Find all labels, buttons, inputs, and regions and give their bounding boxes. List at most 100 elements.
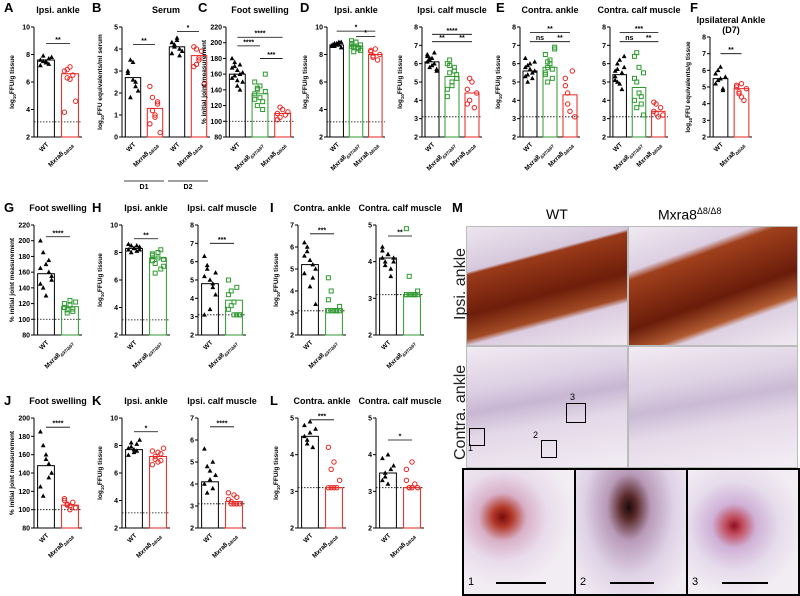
data-point-mxra8 bbox=[409, 459, 415, 465]
y-tick-label: 2 bbox=[290, 526, 294, 533]
mean-bar bbox=[301, 435, 319, 529]
mean-bar bbox=[733, 88, 750, 138]
data-point-mxra8 bbox=[67, 76, 73, 82]
y-tick-label: 2 bbox=[190, 333, 194, 340]
histo-ipsi-wt bbox=[466, 226, 628, 346]
data-point-mxra8 bbox=[374, 57, 381, 63]
data-point-mxra8 bbox=[64, 75, 70, 81]
data-point-wt bbox=[207, 477, 213, 482]
data-point-wt bbox=[385, 251, 391, 257]
mean-bar bbox=[712, 78, 729, 138]
significance-label: *** bbox=[318, 227, 326, 234]
y-axis-label: log10FFU/g tissue bbox=[9, 55, 17, 109]
data-point-mxra8 bbox=[61, 109, 68, 115]
x-tick-label-sup: Δ8/Δ8 bbox=[465, 143, 478, 156]
data-point-mxra8 bbox=[657, 104, 664, 111]
x-tick-label: WT bbox=[380, 339, 392, 351]
chart-title: Foot swelling bbox=[29, 203, 87, 213]
data-point-mxra8 bbox=[149, 462, 156, 468]
significance-label: ** bbox=[547, 26, 553, 33]
y-tick-label: 2 bbox=[702, 135, 706, 142]
y-tick-label: 5 bbox=[602, 80, 606, 87]
data-point-wt bbox=[174, 35, 180, 40]
data-point-mxra8-97 bbox=[447, 70, 453, 76]
panel-letter-j: J bbox=[4, 393, 11, 408]
y-tick-label: 3 bbox=[290, 311, 294, 318]
data-point-mxra8-97 bbox=[225, 292, 231, 298]
data-point-mxra8-97 bbox=[447, 57, 453, 63]
y-tick-label: 200 bbox=[18, 416, 30, 423]
y-tick-label: 5 bbox=[414, 80, 418, 87]
y-axis-label-rest: FFU equivalents/ml serum bbox=[97, 34, 104, 115]
y-tick-label: 2 bbox=[368, 333, 372, 340]
x-tick-label: Mxra8Δ8/Δ8 bbox=[132, 141, 160, 169]
data-point-wt bbox=[720, 86, 726, 91]
data-point-wt bbox=[133, 83, 138, 89]
data-point-mxra8-97 bbox=[234, 284, 240, 290]
x-tick-label-sup: Δ8/Δ8 bbox=[63, 534, 76, 547]
y-axis-label-rest: FFU/g tissue bbox=[273, 253, 280, 292]
histo-col-mut: Mxra8Δ8/Δ8 bbox=[658, 206, 722, 223]
data-point-wt bbox=[382, 259, 388, 264]
mean-bar bbox=[125, 449, 143, 529]
data-point-wt bbox=[43, 456, 49, 462]
data-point-wt bbox=[131, 447, 137, 452]
data-point-wt bbox=[46, 61, 52, 66]
y-tick-label: 3 bbox=[290, 489, 294, 496]
data-point-wt bbox=[38, 281, 43, 286]
y-axis-label-sub: 10 bbox=[100, 115, 105, 121]
data-point-mxra8 bbox=[414, 484, 421, 491]
data-point-mxra8-97 bbox=[351, 49, 357, 55]
y-tick-label: 120 bbox=[18, 301, 30, 308]
data-point-mxra8 bbox=[651, 99, 657, 105]
data-point-wt bbox=[619, 70, 625, 75]
data-point-wt bbox=[234, 67, 240, 73]
significance-label: *** bbox=[635, 26, 643, 33]
data-point-wt bbox=[715, 77, 721, 83]
data-point-wt bbox=[388, 466, 394, 472]
data-point-mxra8-97 bbox=[155, 255, 161, 261]
data-point-wt bbox=[38, 57, 43, 62]
x-tick-label-sup: Δ8/Δ8 bbox=[192, 143, 205, 156]
y-tick-label: 10 bbox=[110, 416, 118, 423]
data-point-mxra8 bbox=[277, 104, 283, 110]
data-point-wt bbox=[131, 245, 137, 251]
data-point-wt bbox=[388, 273, 394, 279]
data-point-wt bbox=[334, 40, 340, 46]
y-axis-label: log10FFU equivalents/g tissue bbox=[685, 41, 693, 133]
data-point-mxra8 bbox=[733, 82, 740, 89]
data-point-wt bbox=[424, 53, 430, 59]
data-point-mxra8 bbox=[225, 496, 232, 503]
y-axis-label: log10FFU/g tissue bbox=[97, 253, 105, 307]
data-point-mxra8-97 bbox=[161, 256, 167, 262]
panel-letter-c: C bbox=[198, 0, 208, 15]
data-point-mxra8-97 bbox=[444, 94, 450, 100]
data-point-wt bbox=[612, 73, 618, 79]
data-point-mxra8-97 bbox=[260, 107, 266, 112]
panel-letter-i: I bbox=[270, 200, 274, 215]
y-tick-label: 140 bbox=[210, 87, 222, 94]
chart-h2: Ipsi. calf muscle2345678***WTMxra8Δ97/Δ9… bbox=[187, 203, 257, 370]
y-axis-label: log10FFU equivalents/ml serum bbox=[97, 34, 105, 130]
data-point-wt bbox=[179, 48, 185, 53]
chart-c: Foot swelling 80 100 120 140 160 180 200 220% in… bbox=[201, 5, 294, 172]
data-point-wt bbox=[313, 266, 318, 271]
data-point-mxra8 bbox=[567, 108, 573, 115]
y-tick-label: 4 bbox=[26, 107, 30, 114]
data-point-mxra8-97 bbox=[73, 299, 79, 305]
mean-bar bbox=[149, 257, 167, 336]
y-tick-label: 220 bbox=[18, 223, 30, 230]
significance-label: **** bbox=[53, 421, 64, 428]
significance-label: ** bbox=[397, 230, 403, 237]
y-tick-label: 4 bbox=[114, 498, 118, 505]
data-point-wt bbox=[137, 244, 142, 249]
y-tick-label: 4 bbox=[290, 289, 294, 296]
x-tick-label: WT bbox=[380, 532, 392, 544]
significance-label: **** bbox=[217, 420, 228, 427]
y-tick-label: 8 bbox=[26, 52, 30, 59]
x-tick-label-sup: Δ8/Δ8 bbox=[227, 534, 240, 547]
x-tick-label-sup: Δ97/Δ97 bbox=[147, 341, 163, 357]
data-point-wt bbox=[213, 270, 218, 275]
x-tick-label-sup: Δ8/Δ8 bbox=[734, 143, 747, 156]
